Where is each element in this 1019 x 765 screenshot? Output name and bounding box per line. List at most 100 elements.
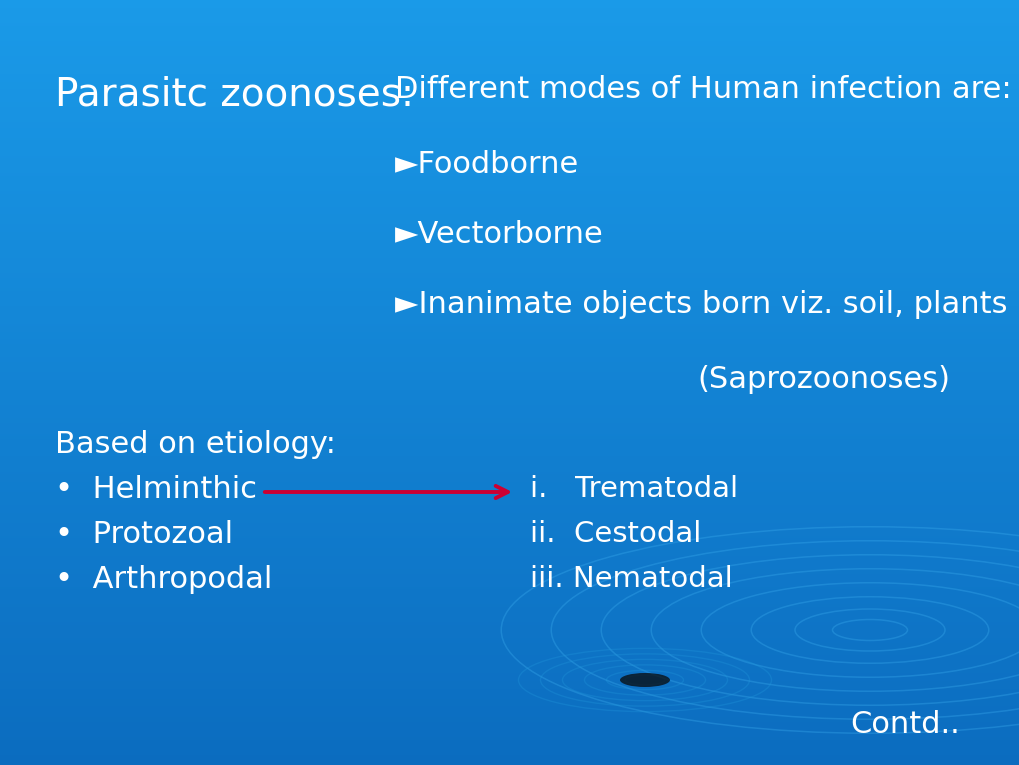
Bar bbox=[0, 484, 1019, 487]
Bar bbox=[0, 41, 1019, 44]
Bar bbox=[0, 549, 1019, 551]
Bar bbox=[0, 423, 1019, 426]
Bar bbox=[0, 365, 1019, 367]
Bar bbox=[0, 581, 1019, 584]
Bar bbox=[0, 155, 1019, 158]
Bar bbox=[0, 278, 1019, 281]
Bar bbox=[0, 97, 1019, 99]
Bar bbox=[0, 696, 1019, 698]
Bar bbox=[0, 247, 1019, 250]
Bar bbox=[0, 683, 1019, 686]
Bar bbox=[0, 717, 1019, 719]
Bar bbox=[0, 390, 1019, 392]
Bar bbox=[0, 591, 1019, 594]
Bar bbox=[0, 627, 1019, 630]
Bar bbox=[0, 490, 1019, 492]
Bar bbox=[0, 71, 1019, 74]
Bar bbox=[0, 33, 1019, 36]
Bar bbox=[0, 633, 1019, 635]
Bar bbox=[0, 558, 1019, 561]
Bar bbox=[0, 413, 1019, 415]
Bar bbox=[0, 377, 1019, 380]
Bar bbox=[0, 742, 1019, 744]
Bar bbox=[0, 347, 1019, 350]
Bar bbox=[0, 477, 1019, 480]
Bar bbox=[0, 327, 1019, 329]
Bar bbox=[0, 184, 1019, 186]
Bar bbox=[0, 398, 1019, 400]
Bar bbox=[0, 446, 1019, 449]
Bar bbox=[0, 186, 1019, 189]
Bar bbox=[0, 197, 1019, 199]
Bar bbox=[0, 207, 1019, 209]
Bar bbox=[0, 497, 1019, 500]
Bar bbox=[0, 666, 1019, 668]
Bar bbox=[0, 698, 1019, 702]
Bar bbox=[0, 216, 1019, 220]
Bar bbox=[0, 145, 1019, 148]
Bar bbox=[0, 721, 1019, 724]
Bar bbox=[0, 520, 1019, 522]
Bar bbox=[0, 304, 1019, 306]
Bar bbox=[0, 13, 1019, 15]
Bar bbox=[0, 589, 1019, 591]
Bar bbox=[0, 704, 1019, 706]
Bar bbox=[0, 415, 1019, 418]
Bar bbox=[0, 571, 1019, 574]
Bar bbox=[0, 610, 1019, 612]
Bar bbox=[0, 604, 1019, 607]
Bar bbox=[0, 706, 1019, 709]
Bar bbox=[0, 602, 1019, 604]
Bar bbox=[0, 472, 1019, 474]
Bar bbox=[0, 25, 1019, 28]
Bar bbox=[0, 128, 1019, 130]
Bar bbox=[0, 566, 1019, 568]
Bar bbox=[0, 533, 1019, 535]
Bar bbox=[0, 115, 1019, 117]
Bar bbox=[0, 171, 1019, 174]
Bar bbox=[0, 79, 1019, 82]
Bar bbox=[0, 283, 1019, 285]
Bar bbox=[0, 457, 1019, 459]
Bar bbox=[0, 245, 1019, 247]
Bar bbox=[0, 5, 1019, 8]
Bar bbox=[0, 48, 1019, 51]
Bar bbox=[0, 380, 1019, 382]
Bar bbox=[0, 178, 1019, 181]
Bar bbox=[0, 681, 1019, 683]
Bar bbox=[0, 436, 1019, 438]
Bar bbox=[0, 671, 1019, 673]
Bar bbox=[0, 109, 1019, 112]
Bar bbox=[0, 418, 1019, 421]
Bar bbox=[0, 396, 1019, 398]
Bar bbox=[0, 130, 1019, 132]
Bar bbox=[0, 117, 1019, 120]
Bar bbox=[0, 461, 1019, 464]
Bar bbox=[0, 135, 1019, 138]
Bar bbox=[0, 500, 1019, 503]
Bar bbox=[0, 86, 1019, 90]
Bar bbox=[0, 199, 1019, 201]
Bar bbox=[0, 252, 1019, 255]
Bar bbox=[0, 46, 1019, 48]
Bar bbox=[0, 51, 1019, 54]
Ellipse shape bbox=[620, 673, 669, 687]
Text: Based on etiology:: Based on etiology: bbox=[55, 430, 335, 459]
Bar bbox=[0, 653, 1019, 656]
Bar bbox=[0, 262, 1019, 265]
Bar bbox=[0, 92, 1019, 94]
Bar bbox=[0, 673, 1019, 675]
Bar bbox=[0, 541, 1019, 543]
Bar bbox=[0, 637, 1019, 640]
Bar bbox=[0, 760, 1019, 763]
Bar bbox=[0, 56, 1019, 59]
Bar bbox=[0, 334, 1019, 337]
Bar bbox=[0, 556, 1019, 558]
Bar bbox=[0, 622, 1019, 625]
Bar bbox=[0, 15, 1019, 18]
Bar bbox=[0, 737, 1019, 740]
Bar bbox=[0, 405, 1019, 408]
Bar bbox=[0, 645, 1019, 648]
Bar bbox=[0, 99, 1019, 102]
Bar bbox=[0, 270, 1019, 273]
